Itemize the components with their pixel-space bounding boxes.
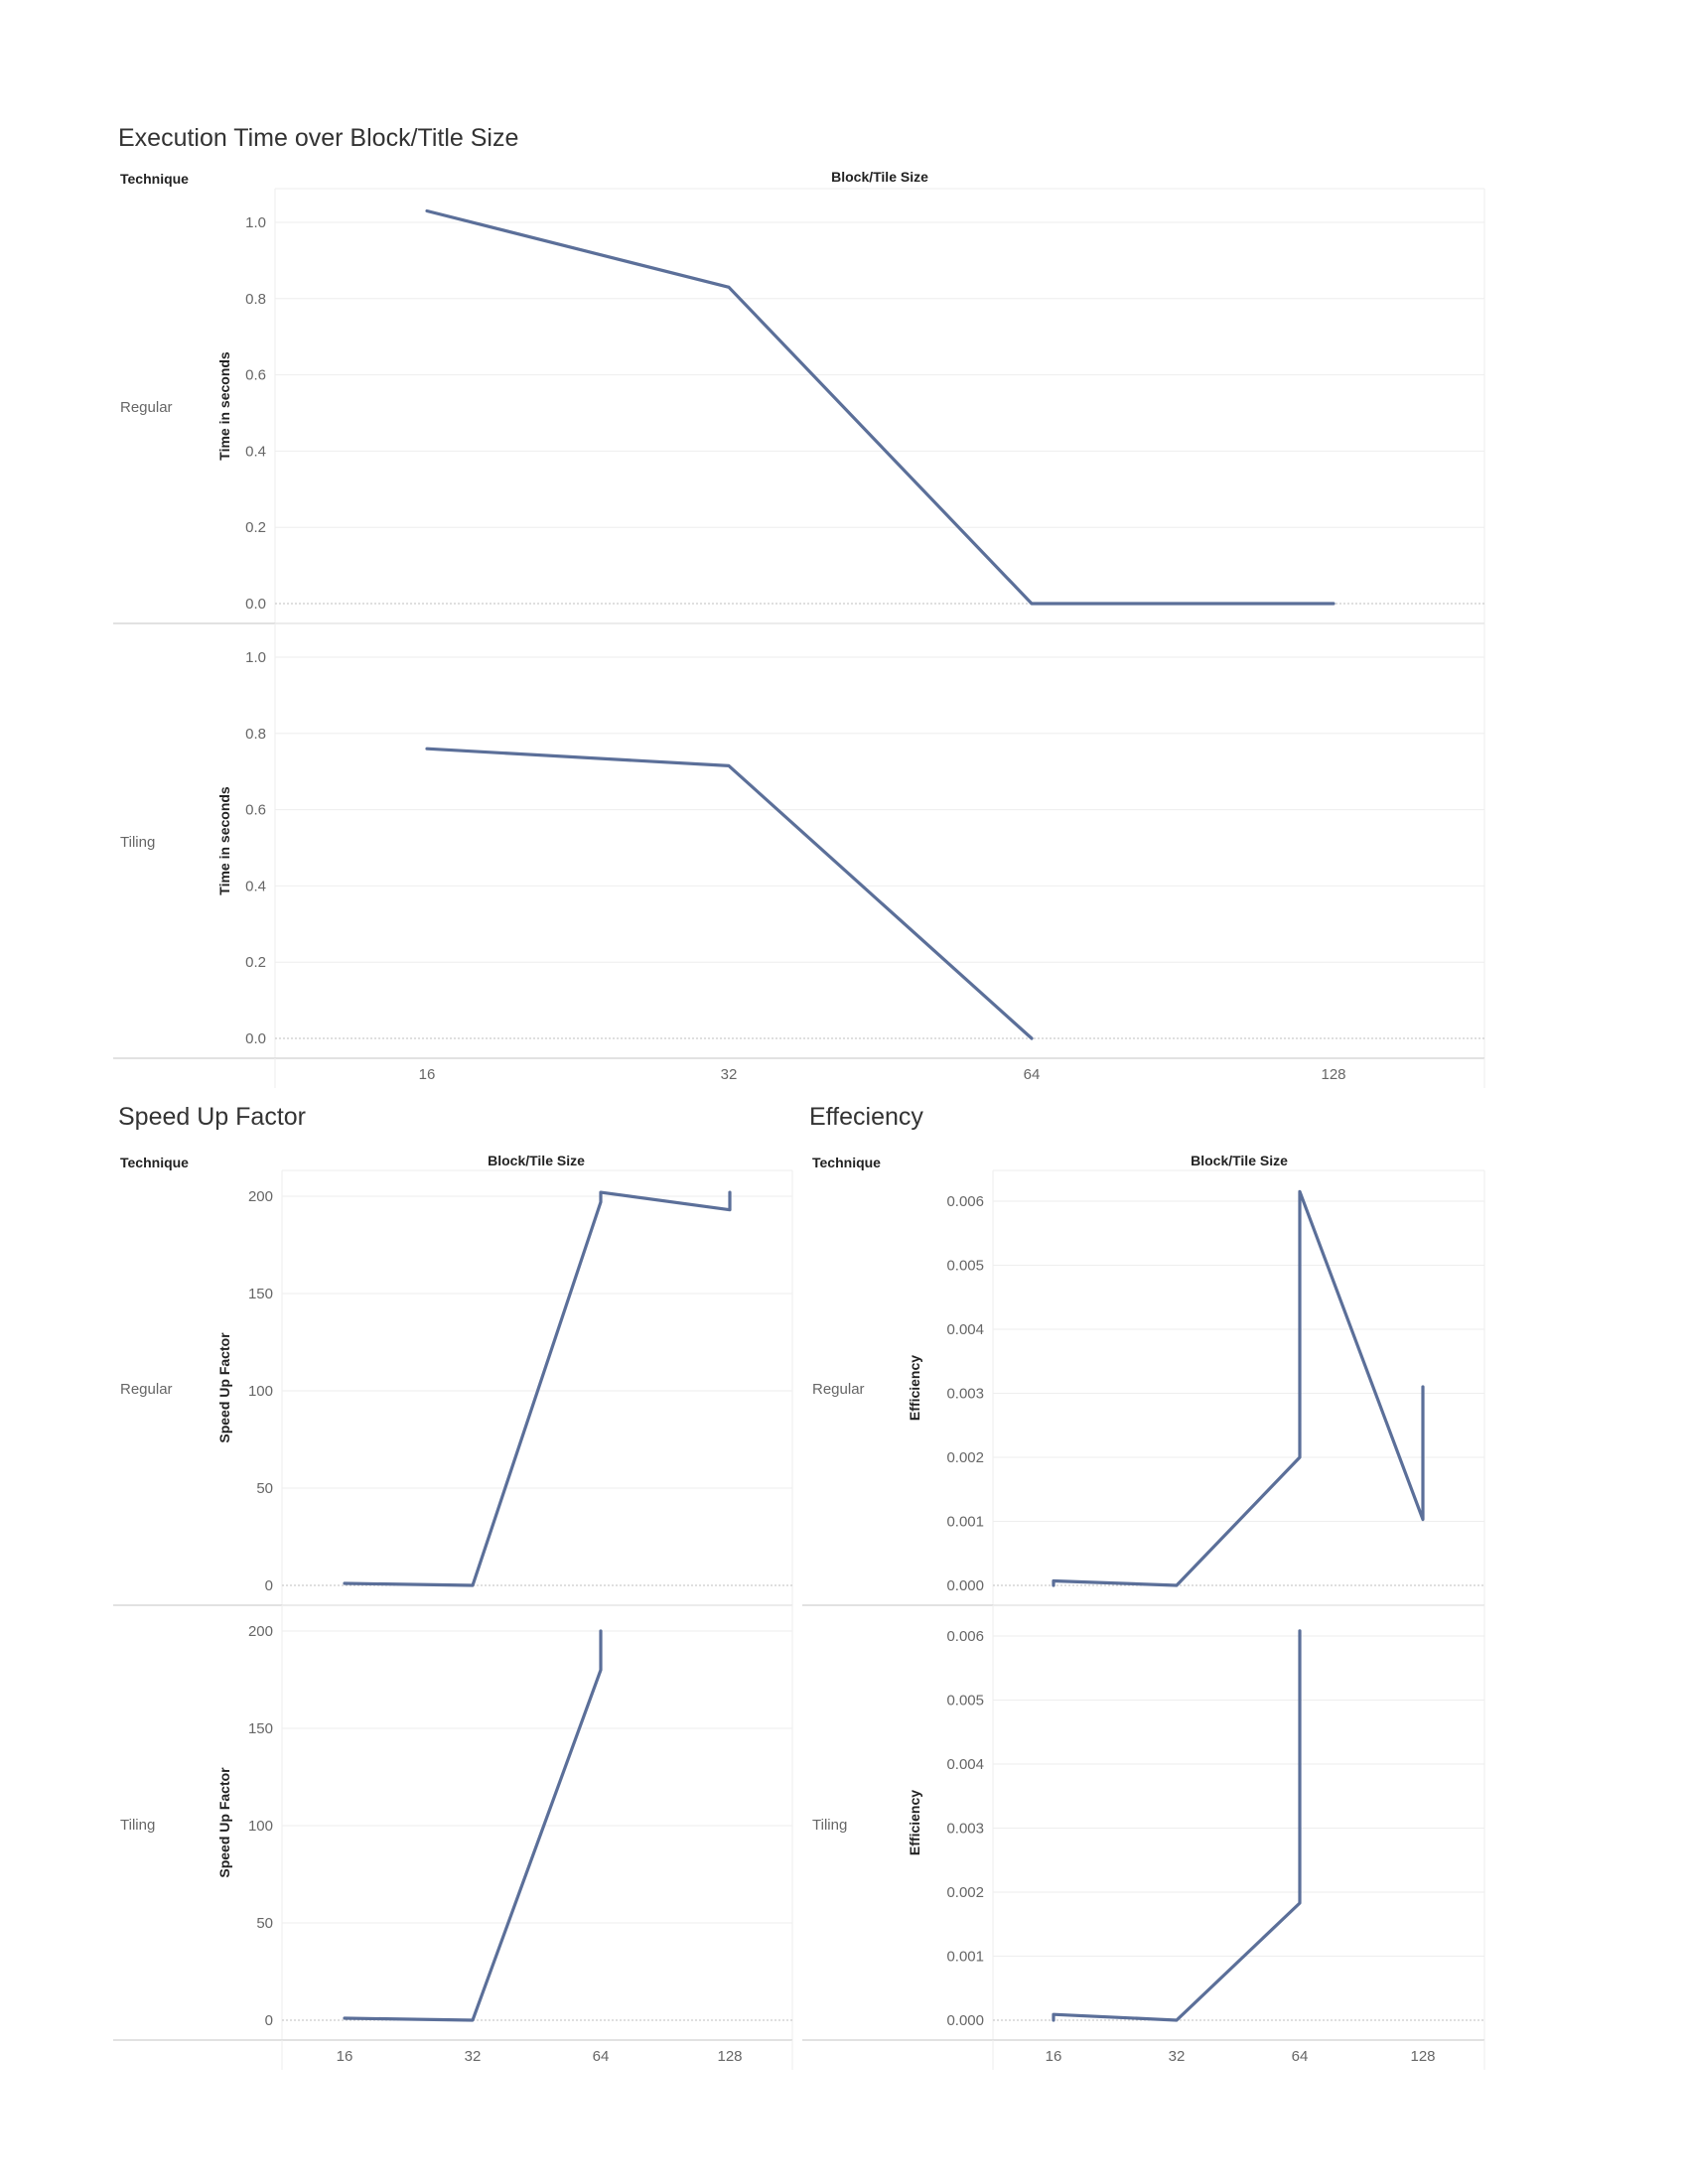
efficiency-x-tick-label: 64 xyxy=(1292,2048,1309,2065)
speedup-y-axis-title: Speed Up Factor xyxy=(216,1767,232,1878)
efficiency-y-tick-label: 0.001 xyxy=(946,1514,984,1531)
speedup-x-header: Block/Tile Size xyxy=(488,1153,585,1168)
speedup-y-tick-label: 0 xyxy=(265,1577,273,1594)
efficiency-y-tick-label: 0.002 xyxy=(946,1884,984,1901)
efficiency-y-tick-label: 0.006 xyxy=(946,1193,984,1210)
speedup-series-line-tiling xyxy=(343,1629,603,2022)
speedup-y-tick-label: 100 xyxy=(248,1383,273,1400)
speedup-row-label-tiling: Tiling xyxy=(120,1817,156,1834)
efficiency-y-tick-label: 0.000 xyxy=(946,2012,984,2029)
efficiency-y-tick-label: 0.003 xyxy=(946,1821,984,1838)
efficiency-x-header: Block/Tile Size xyxy=(1191,1153,1288,1168)
speedup-y-tick-label: 50 xyxy=(256,1915,273,1932)
speedup-y-tick-label: 0 xyxy=(265,2012,273,2029)
efficiency-series-line-tiling xyxy=(1052,1629,1302,2022)
exec-y-tick-label: 0.6 xyxy=(245,367,266,384)
efficiency-y-tick-label: 0.006 xyxy=(946,1628,984,1645)
speedup-chart-title: Speed Up Factor xyxy=(118,1103,306,1131)
speedup-y-tick-label: 200 xyxy=(248,1188,273,1205)
efficiency-x-tick-label: 16 xyxy=(1046,2048,1062,2065)
exec-y-tick-label: 0.2 xyxy=(245,954,266,971)
exec-y-tick-label: 0.4 xyxy=(245,443,266,460)
efficiency-row-label-regular: Regular xyxy=(812,1381,865,1398)
exec-y-tick-label: 0.6 xyxy=(245,802,266,819)
speedup-x-tick-label: 128 xyxy=(717,2048,742,2065)
efficiency-y-tick-label: 0.005 xyxy=(946,1258,984,1275)
exec-chart-title: Execution Time over Block/Title Size xyxy=(118,124,519,152)
speedup-y-tick-label: 150 xyxy=(248,1286,273,1302)
efficiency-y-axis-title: Efficiency xyxy=(907,1355,922,1421)
speedup-y-axis-title: Speed Up Factor xyxy=(216,1332,232,1443)
exec-y-tick-label: 0.2 xyxy=(245,519,266,536)
exec-y-axis-title: Time in seconds xyxy=(216,786,232,895)
efficiency-y-tick-label: 0.004 xyxy=(946,1756,984,1773)
exec-x-header: Block/Tile Size xyxy=(831,169,928,185)
efficiency-y-tick-label: 0.002 xyxy=(946,1449,984,1466)
exec-x-tick-label: 64 xyxy=(1024,1066,1041,1083)
efficiency-y-tick-label: 0.004 xyxy=(946,1321,984,1338)
exec-x-tick-label: 32 xyxy=(721,1066,738,1083)
efficiency-row-label-tiling: Tiling xyxy=(812,1817,848,1834)
exec-y-tick-label: 1.0 xyxy=(245,214,266,231)
exec-row-label-regular: Regular xyxy=(120,399,173,416)
exec-y-tick-label: 0.8 xyxy=(245,291,266,308)
speedup-technique-header: Technique xyxy=(120,1155,189,1170)
exec-series-line-regular xyxy=(425,208,1336,606)
efficiency-y-tick-label: 0.000 xyxy=(946,1577,984,1594)
speedup-y-tick-label: 100 xyxy=(248,1818,273,1835)
exec-row-label-tiling: Tiling xyxy=(120,834,156,851)
exec-y-tick-label: 0.0 xyxy=(245,1030,266,1047)
efficiency-y-tick-label: 0.001 xyxy=(946,1949,984,1966)
efficiency-series-line-regular xyxy=(1052,1189,1425,1587)
efficiency-chart-title: Effeciency xyxy=(809,1103,923,1131)
exec-series-line-tiling xyxy=(425,747,1034,1040)
exec-y-tick-label: 0.8 xyxy=(245,726,266,743)
speedup-y-tick-label: 150 xyxy=(248,1720,273,1737)
efficiency-x-tick-label: 32 xyxy=(1169,2048,1186,2065)
speedup-x-tick-label: 32 xyxy=(465,2048,482,2065)
efficiency-y-tick-label: 0.005 xyxy=(946,1693,984,1709)
efficiency-technique-header: Technique xyxy=(812,1155,881,1170)
efficiency-y-tick-label: 0.003 xyxy=(946,1386,984,1403)
exec-y-tick-label: 0.0 xyxy=(245,596,266,613)
exec-y-tick-label: 1.0 xyxy=(245,649,266,666)
speedup-y-tick-label: 200 xyxy=(248,1623,273,1640)
speedup-series-line-regular xyxy=(343,1190,732,1587)
speedup-row-label-regular: Regular xyxy=(120,1381,173,1398)
exec-y-tick-label: 0.4 xyxy=(245,878,266,894)
exec-x-tick-label: 128 xyxy=(1321,1066,1345,1083)
exec-technique-header: Technique xyxy=(120,171,189,187)
exec-x-tick-label: 16 xyxy=(419,1066,436,1083)
efficiency-x-tick-label: 128 xyxy=(1410,2048,1435,2065)
speedup-x-tick-label: 64 xyxy=(593,2048,610,2065)
speedup-y-tick-label: 50 xyxy=(256,1480,273,1497)
efficiency-y-axis-title: Efficiency xyxy=(907,1790,922,1855)
speedup-x-tick-label: 16 xyxy=(337,2048,353,2065)
exec-y-axis-title: Time in seconds xyxy=(216,351,232,461)
